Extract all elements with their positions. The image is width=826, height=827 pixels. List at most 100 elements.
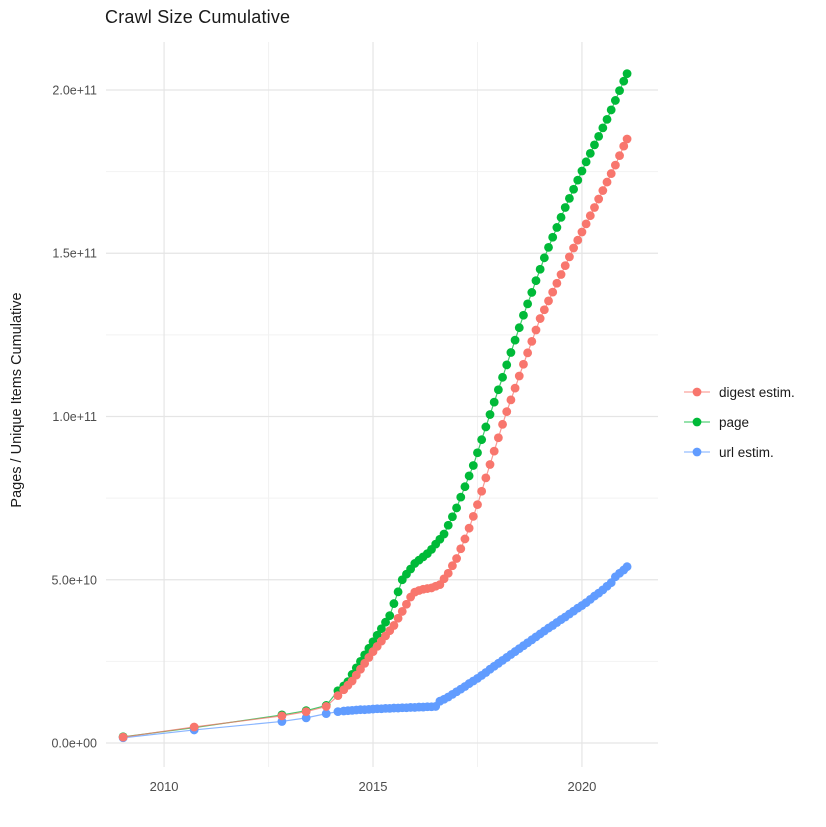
data-point-page	[452, 503, 461, 513]
data-point-digest-estim	[539, 305, 549, 315]
data-point-digest-estim	[622, 134, 632, 144]
data-point-digest-estim	[598, 186, 608, 195]
data-point-digest-estim	[527, 337, 537, 346]
data-point-page	[577, 166, 587, 176]
data-point-url-estim	[622, 562, 632, 572]
data-point-digest-estim	[333, 691, 343, 701]
y-tick-label: 1.5e+11	[52, 247, 97, 261]
data-point-digest-estim	[519, 359, 528, 369]
data-point-digest-estim	[619, 141, 629, 151]
data-point-digest-estim	[602, 177, 612, 187]
x-tick-label: 2015	[359, 779, 388, 794]
data-point-page	[615, 86, 624, 96]
data-point-digest-estim	[560, 261, 570, 271]
data-point-digest-estim	[615, 151, 624, 161]
data-point-digest-estim	[393, 613, 403, 623]
data-point-digest-estim	[506, 395, 516, 405]
data-point-digest-estim	[498, 419, 507, 429]
data-point-digest-estim	[590, 203, 599, 212]
data-point-page	[385, 611, 395, 621]
data-point-url-estim	[321, 709, 331, 719]
data-point-digest-estim	[477, 486, 487, 496]
data-point-page	[585, 148, 595, 158]
data-point-page	[481, 422, 491, 432]
data-point-page	[531, 276, 541, 286]
data-point-page	[535, 264, 545, 274]
data-point-page	[548, 232, 558, 242]
data-point-digest-estim	[448, 561, 457, 571]
data-point-digest-estim	[548, 287, 558, 297]
data-point-page	[622, 69, 632, 79]
y-tick-label: 1.0e+11	[52, 410, 97, 424]
data-point-page	[523, 299, 533, 309]
data-point-page	[594, 131, 604, 141]
data-point-digest-estim	[585, 211, 595, 221]
data-point-digest-estim	[460, 534, 470, 544]
data-point-page	[510, 335, 520, 345]
data-point-digest-estim	[514, 371, 524, 381]
data-point-digest-estim	[456, 544, 466, 554]
y-tick-label: 2.0e+11	[52, 83, 97, 97]
data-point-digest-estim	[464, 523, 474, 533]
data-point-digest-estim	[565, 252, 574, 262]
data-point-digest-estim	[577, 227, 587, 237]
legend-label-url-estim: url estim.	[719, 444, 774, 460]
data-point-page	[539, 253, 549, 263]
data-point-page	[498, 372, 507, 382]
data-point-digest-estim	[510, 383, 520, 393]
data-point-page	[506, 348, 516, 357]
data-point-page	[606, 105, 616, 115]
legend-key-page-icon	[684, 417, 710, 427]
data-point-page	[460, 482, 470, 492]
data-point-page	[565, 193, 574, 203]
legend-item-url-estim: url estim.	[684, 437, 795, 467]
data-point-page	[439, 529, 449, 539]
data-point-digest-estim	[389, 621, 399, 630]
data-point-digest-estim	[502, 407, 512, 417]
legend: digest estim. page url estim.	[684, 377, 795, 467]
data-point-page	[569, 184, 578, 194]
data-point-digest-estim	[277, 711, 287, 721]
data-point-digest-estim	[397, 607, 407, 616]
data-point-digest-estim	[544, 296, 553, 306]
data-point-page	[468, 461, 478, 470]
data-point-digest-estim	[118, 732, 128, 742]
page-title: Crawl Size Cumulative	[105, 7, 291, 27]
data-point-page	[489, 397, 499, 407]
data-point-page	[464, 471, 474, 481]
data-point-page	[556, 212, 566, 222]
data-point-digest-estim	[489, 446, 499, 456]
data-point-digest-estim	[581, 219, 591, 229]
data-point-digest-estim	[402, 599, 411, 609]
series-url-estim	[118, 562, 632, 743]
data-point-page	[552, 223, 562, 232]
series-digest-estim	[118, 134, 632, 742]
y-tick-label: 5.0e+10	[51, 573, 97, 587]
data-point-page	[381, 617, 390, 627]
data-point-digest-estim	[301, 707, 311, 717]
legend-item-page: page	[684, 407, 795, 437]
data-point-page	[473, 448, 482, 458]
data-point-digest-estim	[493, 433, 503, 443]
data-point-page	[519, 310, 528, 320]
legend-item-digest-estim: digest estim.	[684, 377, 795, 407]
data-point-digest-estim	[189, 722, 199, 732]
data-point-page	[393, 587, 403, 597]
series-page	[118, 69, 632, 742]
data-point-page	[581, 157, 591, 167]
data-point-page	[544, 242, 553, 252]
data-point-digest-estim	[468, 512, 478, 521]
data-point-digest-estim	[594, 194, 604, 204]
y-tick-label: 0.0e+00	[51, 737, 97, 751]
legend-key-url-estim-icon	[684, 447, 710, 457]
data-point-page	[389, 599, 399, 608]
data-point-digest-estim	[473, 500, 482, 510]
data-point-page	[456, 492, 466, 502]
data-point-digest-estim	[610, 160, 620, 170]
data-point-page	[610, 96, 620, 105]
x-tick-label: 2010	[150, 779, 179, 794]
data-point-page	[443, 520, 453, 530]
data-point-page	[514, 323, 524, 333]
data-point-digest-estim	[531, 325, 541, 335]
data-point-page	[602, 114, 612, 124]
